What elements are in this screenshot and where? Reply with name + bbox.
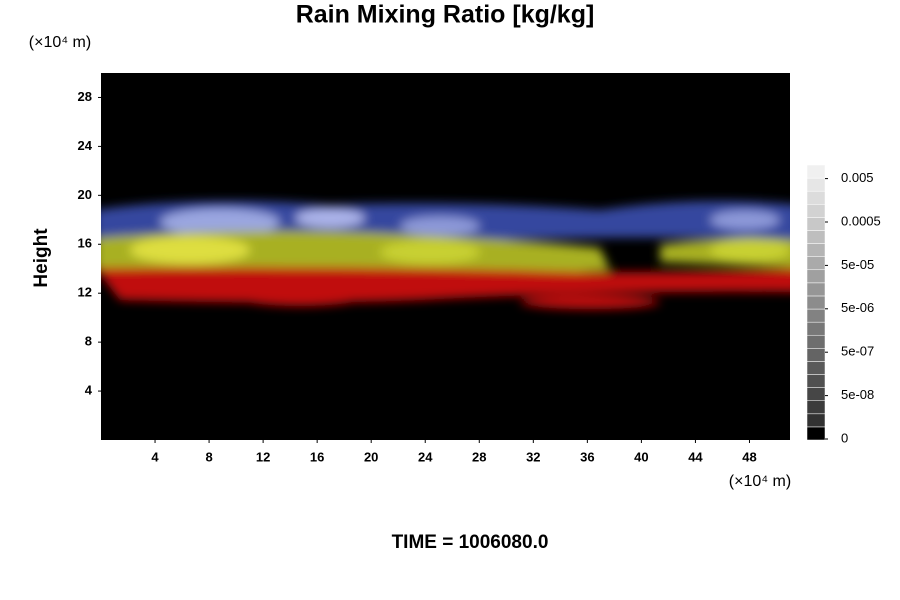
colorbar-step [806,308,826,323]
x-tick-label: 28 [472,449,486,464]
colorbar-step [806,321,826,336]
colorbar-tick-label: 5e-08 [841,387,874,402]
x-tick-label: 8 [205,449,212,464]
colorbar-step [806,230,826,244]
colorbar-step [806,217,826,231]
colorbar-step [806,400,826,415]
colorbar-step [806,256,826,271]
x-tick-label: 4 [151,449,159,464]
y-tick-label: 20 [78,187,92,202]
colorbar-tick-label: 5e-07 [841,344,874,359]
colorbar-tick-label: 0.0005 [841,213,881,228]
colorbar-tick-label: 0.005 [841,170,874,185]
colorbar-tick-label: 5e-06 [841,300,874,315]
colorbar-step [806,348,826,362]
time-label: TIME = 1006080.0 [392,532,549,553]
colorbar-step [806,204,826,218]
y-tick-label: 4 [85,383,93,398]
y-unit: (×10⁴ m) [29,34,91,51]
y-tick-label: 16 [78,236,92,251]
y-tick-label: 24 [78,138,93,153]
colorbar-step [806,295,826,310]
colorbar-step [806,387,826,401]
colorbar-step [806,413,826,428]
colorbar-tick-label: 5e-05 [841,257,874,272]
colorbar-step [806,334,826,349]
colorbar-step [806,190,826,205]
colorbar-step [806,282,826,297]
x-tick-label: 12 [256,449,270,464]
x-tick-label: 24 [418,449,433,464]
x-tick-label: 20 [364,449,378,464]
y-tick-label: 8 [85,334,92,349]
x-tick-label: 36 [580,449,594,464]
chart-title: Rain Mixing Ratio [kg/kg] [296,1,595,29]
colorbar-step [806,374,826,388]
x-tick-label: 48 [742,449,756,464]
colorbar-step [806,243,826,257]
colorbar-step [806,361,826,375]
colorbar-step [806,426,826,441]
x-unit: (×10⁴ m) [729,473,791,490]
x-tick-label: 32 [526,449,540,464]
y-tick-label: 12 [78,285,92,300]
x-tick-label: 40 [634,449,648,464]
x-tick-label: 44 [688,449,703,464]
y-tick-label: 28 [78,89,92,104]
colorbar-step [806,177,826,192]
colorbar-step [806,269,826,284]
colorbar-tick-label: 0 [841,430,848,445]
field [101,201,790,309]
x-tick-label: 16 [310,449,324,464]
colorbar: 0 5e-08 5e-07 5e-06 5e-05 0.0005 0.005 [806,164,881,445]
y-axis-label: Height [31,228,52,288]
colorbar-step [806,164,826,179]
